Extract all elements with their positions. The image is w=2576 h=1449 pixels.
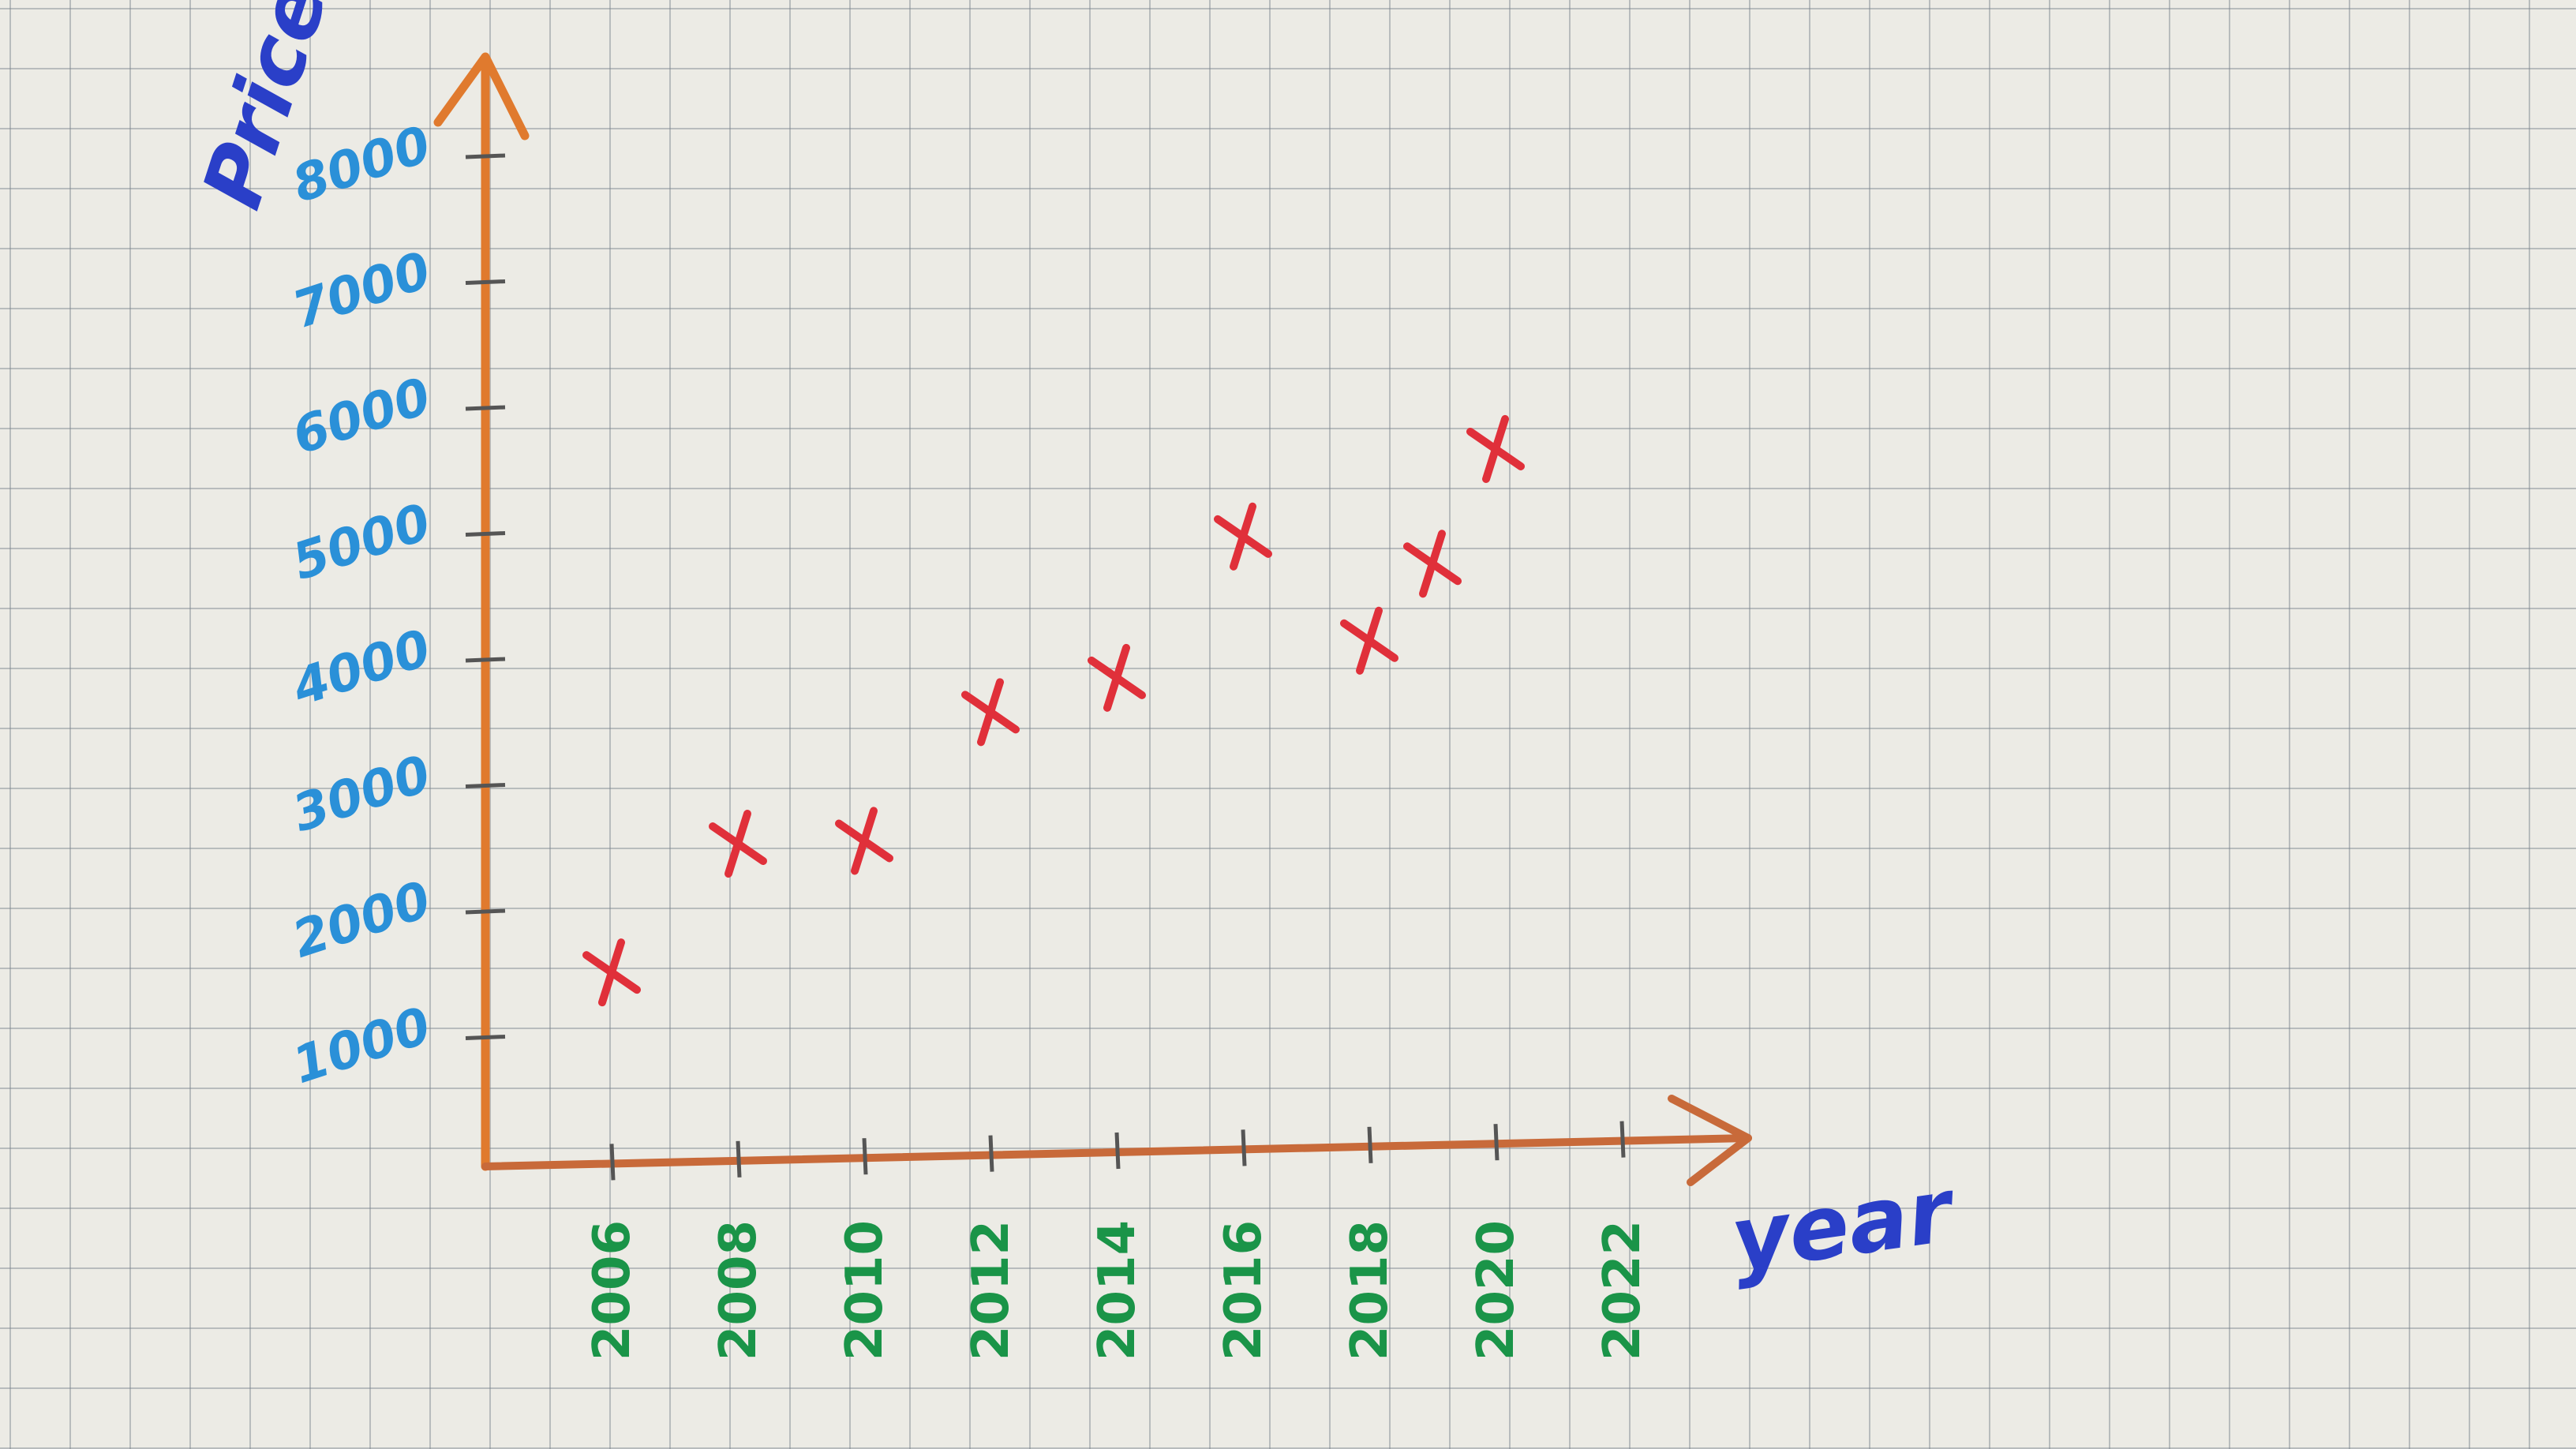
x-tick-mark (1619, 1121, 1626, 1158)
y-tick-label: 4000 (285, 619, 437, 718)
x-tick-mark (736, 1140, 742, 1178)
x-tick-label: 2014 (1088, 1220, 1147, 1361)
data-point-marker (582, 938, 641, 1007)
y-tick-mark (465, 657, 506, 663)
x-tick-mark (988, 1135, 994, 1172)
y-tick-label: 7000 (286, 242, 437, 340)
y-tick-mark (465, 279, 506, 285)
x-tick-label: 2008 (710, 1220, 768, 1361)
data-point-marker (1403, 530, 1462, 598)
x-tick-mark (1367, 1126, 1373, 1163)
x-axis-arrowhead (1668, 1095, 1752, 1186)
y-tick-mark (465, 783, 506, 788)
data-point-marker (709, 810, 767, 878)
y-tick-mark (465, 908, 506, 915)
x-tick-label: 2016 (1215, 1220, 1273, 1361)
y-tick-mark (465, 1035, 506, 1040)
y-tick-label: 1000 (286, 997, 437, 1095)
x-tick-label: 2012 (962, 1220, 1020, 1361)
y-tick-mark (465, 531, 506, 537)
y-axis-arrowhead (433, 52, 530, 140)
data-point-marker (1466, 414, 1525, 483)
y-tick-label: 3000 (286, 745, 437, 844)
x-axis-title: year (1725, 1159, 1964, 1292)
x-tick-label: 2010 (836, 1220, 894, 1361)
data-point-marker (835, 807, 893, 875)
y-tick-label: 6000 (286, 367, 437, 466)
data-point-marker (961, 678, 1020, 747)
data-point-marker (1214, 502, 1272, 571)
data-point-marker (1088, 643, 1146, 712)
x-tick-label: 2022 (1593, 1220, 1652, 1361)
x-tick-label: 2018 (1341, 1220, 1399, 1361)
y-tick-mark (465, 153, 506, 159)
x-tick-mark (609, 1144, 616, 1181)
y-tick-label: 2000 (286, 871, 437, 969)
x-tick-label: 2006 (583, 1220, 642, 1361)
x-tick-mark (862, 1138, 868, 1175)
y-tick-label: 5000 (286, 493, 437, 592)
x-tick-mark (1241, 1129, 1247, 1166)
y-tick-label: 8000 (286, 115, 437, 214)
x-tick-label: 2020 (1467, 1220, 1526, 1361)
x-tick-mark (1493, 1124, 1500, 1161)
y-tick-mark (465, 405, 506, 411)
data-point-marker (1340, 606, 1398, 675)
x-tick-mark (1114, 1132, 1121, 1170)
